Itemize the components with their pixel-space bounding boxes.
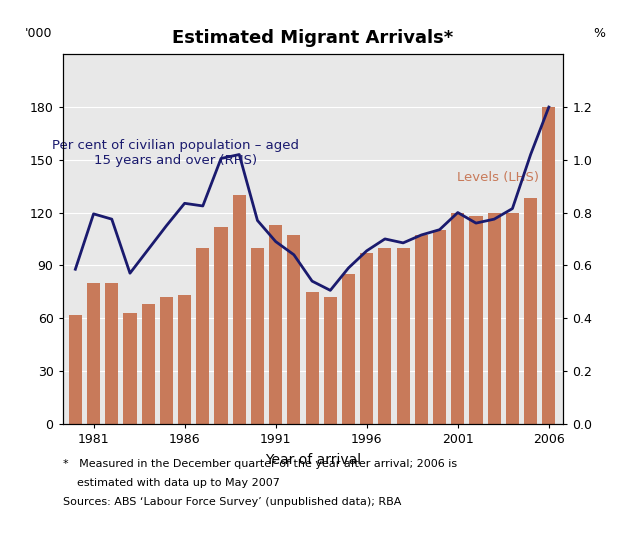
X-axis label: Year of arrival: Year of arrival (265, 452, 361, 466)
Bar (433, 230, 446, 424)
Bar (141, 304, 155, 424)
Bar (87, 283, 100, 424)
Bar (69, 314, 82, 424)
Bar (415, 236, 428, 424)
Bar (251, 248, 264, 424)
Text: *   Measured in the December quarter of the year after arrival; 2006 is: * Measured in the December quarter of th… (63, 459, 457, 469)
Bar (305, 292, 319, 424)
Bar (451, 212, 464, 424)
Text: '000: '000 (25, 27, 53, 40)
Bar (324, 297, 337, 424)
Bar (160, 297, 173, 424)
Bar (506, 212, 519, 424)
Bar (397, 248, 409, 424)
Bar (360, 253, 373, 424)
Bar (233, 195, 246, 424)
Bar (488, 212, 501, 424)
Bar (470, 216, 483, 424)
Bar (123, 313, 136, 424)
Bar (342, 274, 355, 424)
Text: Per cent of civilian population – aged
15 years and over (RHS): Per cent of civilian population – aged 1… (52, 139, 299, 167)
Bar (105, 283, 118, 424)
Bar (542, 107, 555, 424)
Bar (269, 225, 282, 424)
Bar (178, 295, 191, 424)
Text: Sources: ABS ‘Labour Force Survey’ (unpublished data); RBA: Sources: ABS ‘Labour Force Survey’ (unpu… (63, 497, 401, 507)
Bar (197, 248, 209, 424)
Text: Levels (LHS): Levels (LHS) (457, 171, 539, 184)
Text: %: % (593, 27, 605, 40)
Text: estimated with data up to May 2007: estimated with data up to May 2007 (63, 478, 279, 488)
Bar (524, 199, 537, 424)
Title: Estimated Migrant Arrivals*: Estimated Migrant Arrivals* (172, 29, 454, 47)
Bar (378, 248, 391, 424)
Bar (215, 226, 228, 424)
Bar (287, 236, 300, 424)
